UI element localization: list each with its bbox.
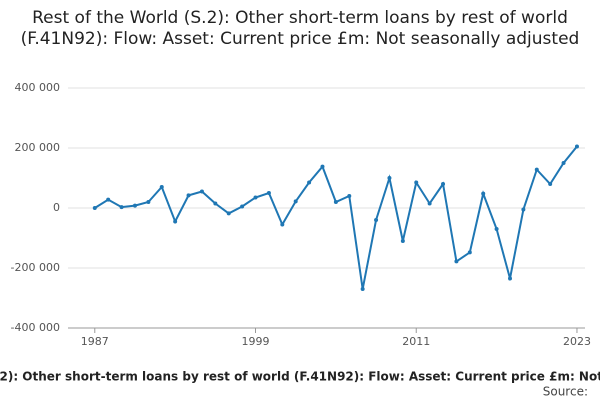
- point: [347, 194, 352, 198]
- x-tick-label: 1999: [242, 335, 270, 348]
- point: [548, 182, 553, 186]
- point: [146, 200, 151, 204]
- x-tick-label: 2023: [563, 335, 591, 348]
- point: [159, 185, 164, 189]
- point: [427, 201, 432, 206]
- point: [119, 205, 124, 210]
- y-tick-label: -400 000: [11, 321, 60, 334]
- point: [481, 191, 486, 196]
- y-tick-label: 200 000: [15, 141, 61, 154]
- x-tick-label: 2011: [402, 335, 430, 348]
- point: [266, 191, 271, 195]
- point: [173, 219, 178, 224]
- point: [226, 211, 231, 216]
- point: [186, 193, 191, 198]
- x-tick-label: 1987: [81, 335, 109, 348]
- y-tick-label: -200 000: [11, 261, 60, 274]
- y-tick-label: 400 000: [15, 81, 61, 94]
- point: [534, 167, 539, 172]
- point: [374, 218, 379, 222]
- point: [521, 207, 526, 212]
- point: [441, 182, 446, 186]
- point: [307, 180, 312, 185]
- point: [507, 276, 512, 281]
- footer: Rest of the World (S.2): Other short-ter…: [0, 370, 600, 384]
- point: [561, 161, 566, 165]
- point: [199, 189, 204, 194]
- point: [467, 250, 472, 255]
- point: [387, 176, 392, 180]
- point: [280, 222, 285, 227]
- point: [132, 203, 137, 208]
- point: [213, 201, 218, 206]
- point: [240, 204, 245, 209]
- point: [333, 200, 338, 204]
- point: [494, 227, 499, 231]
- chart-title: Rest of the World (S.2): Other short-ter…: [20, 8, 580, 49]
- point: [400, 239, 405, 243]
- point: [293, 199, 298, 204]
- point: [414, 180, 419, 185]
- point: [320, 164, 325, 169]
- source: Source:: [543, 385, 588, 399]
- point: [253, 195, 258, 200]
- point: [360, 287, 365, 291]
- point: [106, 197, 111, 202]
- point: [574, 144, 579, 149]
- point: [454, 259, 459, 264]
- point: [92, 206, 97, 210]
- y-tick-label: 0: [53, 201, 60, 214]
